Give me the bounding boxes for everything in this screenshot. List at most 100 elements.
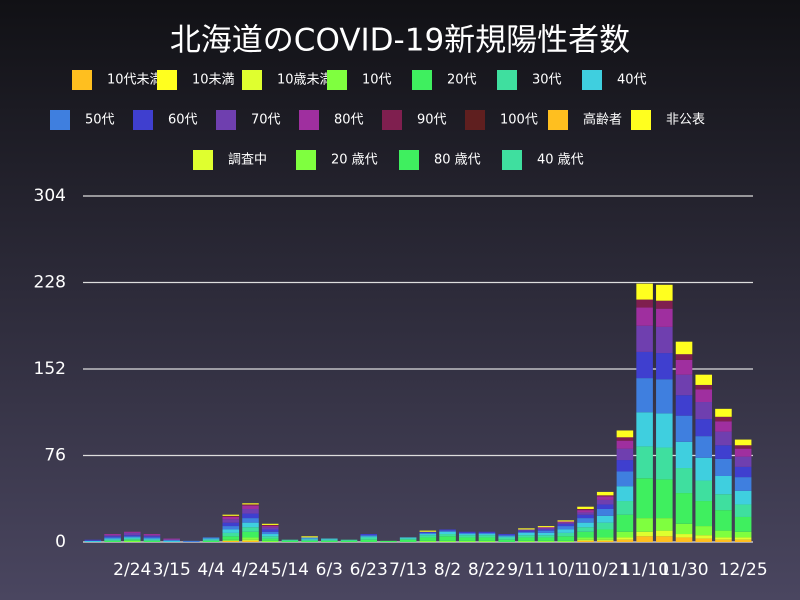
bar-segment [675, 537, 693, 542]
bar-segment [123, 536, 141, 538]
bar-segment [656, 300, 673, 309]
bar-segment [419, 537, 437, 541]
x-tick-label: 11/10 [620, 560, 669, 580]
bar-segment [104, 539, 121, 541]
bar-segment [123, 535, 141, 537]
bar-segment [242, 503, 259, 505]
bar-segment [734, 539, 752, 542]
bar-segment [123, 538, 141, 540]
bar-segment [518, 531, 535, 533]
legend-label: 10歳未満 [277, 73, 333, 88]
bar-segment [360, 536, 378, 538]
legend-swatch [216, 110, 236, 130]
bar-segment [419, 534, 437, 536]
bar-segment [577, 540, 594, 542]
bar-segment [498, 536, 515, 538]
legend-label: 40 歳代 [537, 153, 584, 168]
bar-segment [695, 535, 713, 539]
bar-segment [439, 534, 456, 537]
bar-segment [734, 466, 752, 478]
bar-segment [557, 521, 575, 523]
bar-segment [596, 499, 614, 505]
bar-segment [419, 532, 437, 535]
bar-segment [616, 531, 634, 538]
legend-label: 20代 [447, 73, 477, 88]
bar-segment [261, 529, 279, 532]
bar-segment [439, 540, 456, 542]
bar-segment [695, 538, 713, 542]
bar-segment [636, 518, 653, 532]
bar-segment [734, 445, 752, 449]
bar-segment [656, 353, 673, 380]
bar-segment [675, 354, 693, 360]
bar-segment [360, 535, 378, 537]
bar-segment [84, 539, 102, 541]
bar-segment [518, 537, 535, 541]
bar-segment [518, 535, 535, 538]
bar-segment [656, 530, 673, 537]
bar-segment [104, 535, 121, 537]
bar-segment [715, 458, 732, 476]
bar-segment [636, 283, 653, 300]
bar-segment [301, 539, 318, 541]
legend-label: 80代 [334, 113, 364, 128]
bar-segment [261, 540, 279, 542]
y-tick-label: 228 [34, 273, 66, 293]
bar-segment [715, 510, 732, 531]
bar-segment [636, 531, 653, 537]
bar-segment [360, 534, 378, 536]
bar-segment [577, 508, 594, 511]
bar-segment [242, 513, 259, 519]
bar-segment [222, 529, 240, 533]
bar-segment [242, 504, 259, 506]
bar-segment [577, 527, 594, 532]
legend-swatch [133, 110, 153, 130]
x-tick-label: 6/23 [350, 560, 388, 580]
bar-segment [222, 536, 240, 540]
x-tick-label: 4/24 [231, 560, 269, 580]
bar-segment [734, 531, 752, 538]
bar-segment [537, 526, 555, 528]
bar-segment [183, 540, 200, 542]
bar-segment [143, 538, 161, 540]
bar-segment [715, 408, 732, 417]
x-tick-label: 3/15 [153, 560, 191, 580]
x-tick-label: 8/22 [468, 560, 506, 580]
x-tick-label: 4/4 [197, 560, 224, 580]
bar-segment [557, 532, 575, 537]
chart-title: 北海道のCOVID-19新規陽性者数 [170, 23, 630, 59]
bar-segment [123, 540, 141, 542]
bar-segment [458, 532, 476, 535]
bar-segment [596, 508, 614, 516]
bar-segment [458, 534, 476, 536]
bar-segment [163, 540, 180, 542]
bar-segment [458, 531, 476, 533]
bar-segment [301, 540, 318, 542]
bar-segment [202, 539, 220, 541]
bar-segment [301, 538, 318, 540]
bar-segment [439, 531, 456, 535]
bar-segment [636, 478, 653, 519]
legend-swatch [631, 110, 651, 130]
bar-segment [636, 351, 653, 379]
bar-segment [458, 535, 476, 538]
bar-segment [695, 457, 713, 481]
bar-segment [123, 532, 141, 536]
legend-swatch [72, 70, 92, 90]
bar-segment [399, 537, 417, 539]
bar-segment [577, 510, 594, 513]
x-tick-label: 7/13 [389, 560, 427, 580]
bar-segment [557, 529, 575, 533]
bar-segment [656, 413, 673, 448]
bar-segment [123, 531, 141, 533]
bar-segment [478, 534, 496, 536]
bar-segment [675, 441, 693, 469]
bar-segment [222, 540, 240, 542]
bar-segment [557, 540, 575, 542]
y-tick-label: 0 [55, 532, 66, 552]
bar-segment [537, 532, 555, 536]
bar-segment [695, 501, 713, 527]
bar-segment [537, 535, 555, 538]
legend-swatch [412, 70, 432, 90]
